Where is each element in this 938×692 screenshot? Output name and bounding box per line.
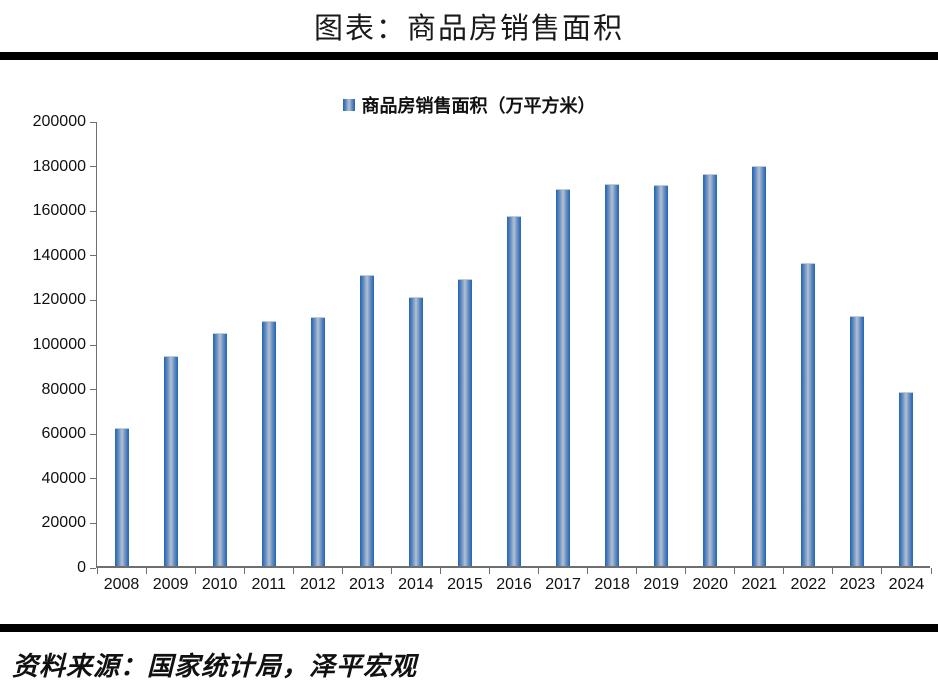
bar-2015 [457, 279, 472, 566]
x-axis-label: 2009 [152, 576, 189, 593]
x-axis-tick [881, 568, 883, 574]
y-axis-label: 180000 [32, 157, 86, 175]
x-axis-label: 2023 [839, 576, 876, 593]
x-axis-tick [341, 568, 343, 574]
x-axis-label: 2017 [545, 576, 581, 593]
x-axis-tick [587, 568, 589, 574]
y-axis-tick [90, 255, 96, 257]
y-axis-tick [90, 166, 96, 168]
y-axis-label: 100000 [32, 336, 86, 353]
x-axis-tick [439, 568, 441, 574]
bar-2009 [163, 356, 178, 566]
y-axis-tick [90, 522, 96, 524]
x-axis-tick [636, 568, 638, 574]
chart-area: 商品房销售面积（万平方米） 0 20000 40000 60000 80000 10000… [0, 60, 938, 624]
y-axis-label: 0 [77, 559, 86, 576]
y-axis-label: 160000 [32, 202, 86, 220]
y-axis-tick [90, 389, 96, 391]
x-axis-tick [783, 568, 785, 574]
legend-label: 商品房销售面积（万平方米） [361, 96, 596, 117]
x-axis-label: 2024 [888, 576, 925, 593]
bar-2022 [801, 262, 816, 566]
y-axis-label: 140000 [32, 246, 86, 264]
y-axis-tick [90, 121, 96, 123]
y-axis-tick [90, 433, 96, 435]
chart-title: 图表：商品房销售面积 [313, 11, 624, 45]
y-axis-tick [90, 478, 96, 480]
bar-2012 [310, 317, 325, 566]
bar-2024 [899, 392, 914, 566]
x-axis-label: 2016 [496, 576, 532, 593]
x-axis-tick [194, 568, 196, 574]
x-axis-tick [538, 568, 540, 574]
x-axis-label: 2008 [103, 576, 140, 593]
x-axis-label: 2012 [299, 576, 336, 593]
x-axis-label: 2010 [201, 576, 238, 593]
y-axis-label: 200000 [32, 113, 86, 130]
x-axis-tick [292, 568, 294, 574]
y-axis-tick [90, 344, 96, 346]
top-divider [0, 52, 938, 60]
legend-swatch-icon [342, 99, 355, 111]
y-axis-label: 120000 [32, 291, 86, 309]
x-axis-label: 2014 [398, 576, 434, 593]
plot-area: 0 20000 40000 60000 80000 100000 120000 140000 1… [33, 114, 932, 593]
bar-2023 [850, 316, 865, 566]
y-axis-label: 80000 [41, 380, 87, 398]
x-axis-label: 2022 [790, 576, 827, 593]
x-axis-tick [243, 568, 245, 574]
bar-2019 [654, 184, 669, 566]
bar-2018 [605, 183, 620, 566]
y-axis-label: 60000 [41, 425, 87, 443]
source-note: 资料来源：国家统计局，泽平宏观 [12, 652, 418, 682]
bar-2013 [359, 275, 374, 566]
x-axis-tick [96, 568, 98, 574]
x-axis-tick [930, 568, 932, 574]
x-axis-tick [390, 568, 392, 574]
x-axis-tick [145, 568, 147, 574]
bar-2010 [212, 332, 227, 566]
x-axis-label: 2019 [643, 576, 679, 593]
x-axis-tick [832, 568, 834, 574]
bar-2017 [556, 189, 571, 566]
bar-2021 [752, 165, 767, 566]
x-axis-label: 2020 [692, 576, 729, 593]
x-axis-tick [734, 568, 736, 574]
bar-2016 [507, 215, 521, 566]
x-axis-label: 2013 [349, 576, 385, 593]
y-axis-label: 40000 [41, 469, 87, 487]
bar-2014 [408, 297, 423, 566]
y-axis-label: 20000 [41, 514, 87, 532]
x-axis-tick [488, 568, 490, 574]
bottom-divider [0, 624, 938, 632]
bar-2011 [261, 320, 276, 566]
bar-2008 [114, 427, 129, 566]
x-axis-label: 2015 [447, 576, 483, 593]
legend: 商品房销售面积（万平方米） [0, 92, 938, 118]
y-axis-tick [90, 299, 96, 301]
y-axis-tick [90, 567, 96, 569]
x-axis-tick [685, 568, 687, 574]
x-axis-label: 2018 [594, 576, 630, 593]
bar-2020 [703, 173, 718, 566]
x-axis-label: 2021 [741, 576, 778, 593]
x-axis-label: 2011 [251, 576, 286, 593]
y-axis-tick [90, 210, 96, 212]
